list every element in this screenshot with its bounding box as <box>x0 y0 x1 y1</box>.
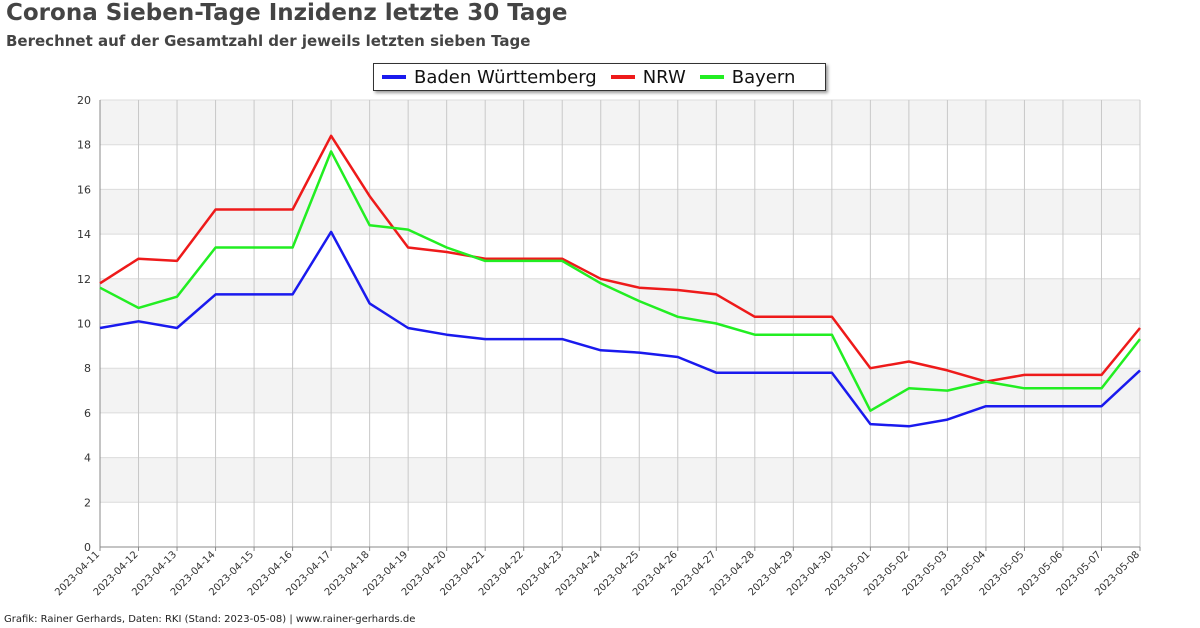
grid-band <box>100 278 1140 324</box>
chart-title: Corona Sieben-Tage Inzidenz letzte 30 Ta… <box>6 0 568 26</box>
grid-band <box>100 189 1140 235</box>
legend-label-nrw: NRW <box>642 66 686 88</box>
chart-legend: Baden Württemberg NRW Bayern <box>373 63 826 91</box>
legend-label-baden-wuerttemberg: Baden Württemberg <box>414 66 597 88</box>
y-tick-label: 16 <box>77 183 91 196</box>
y-tick-label: 10 <box>77 318 91 331</box>
y-tick-label: 20 <box>77 94 91 107</box>
y-tick-label: 14 <box>77 228 91 241</box>
legend-item-bayern: Bayern <box>699 66 796 88</box>
y-tick-label: 0 <box>84 541 91 554</box>
series-line-nrw <box>99 134 1141 383</box>
y-tick-label: 2 <box>84 496 91 509</box>
y-tick-label: 18 <box>77 139 91 152</box>
y-tick-label: 12 <box>77 273 91 286</box>
chart-subtitle: Berechnet auf der Gesamtzahl der jeweils… <box>6 32 531 50</box>
legend-item-baden-wuerttemberg: Baden Württemberg <box>382 67 597 88</box>
legend-item-nrw: NRW <box>610 66 686 88</box>
legend-swatch-nrw <box>610 75 635 79</box>
series-line-bayern <box>99 150 1141 412</box>
legend-swatch-bayern <box>699 75 724 79</box>
grid-band <box>100 457 1140 503</box>
legend-label-bayern: Bayern <box>731 66 796 88</box>
y-tick-label: 6 <box>84 407 91 420</box>
series-line-baden-wuerttemberg <box>99 230 1141 428</box>
legend-swatch-baden-wuerttemberg <box>382 75 406 79</box>
grid-band <box>100 100 1140 145</box>
y-tick-label: 4 <box>84 452 91 465</box>
footer-credit: Grafik: Rainer Gerhards, Daten: RKI (Sta… <box>4 614 416 625</box>
y-tick-label: 8 <box>84 362 91 375</box>
